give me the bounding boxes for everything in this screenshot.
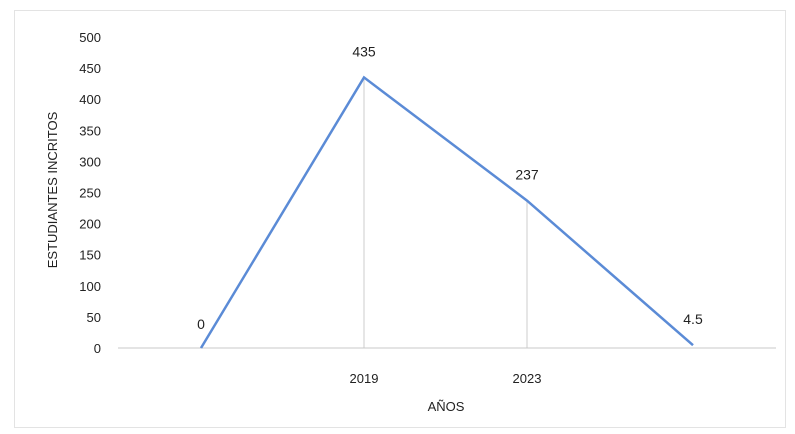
y-tick-label: 500 — [79, 30, 101, 45]
y-tick-label: 200 — [79, 217, 101, 232]
data-label: 4.5 — [683, 311, 703, 327]
y-tick-label: 50 — [87, 310, 101, 325]
y-tick-label: 100 — [79, 279, 101, 294]
y-tick-label: 150 — [79, 248, 101, 263]
data-labels: 0 435 237 4.5 — [197, 43, 703, 332]
y-tick-label: 350 — [79, 123, 101, 138]
grid-layer — [363, 77, 528, 348]
x-tick-label: 2023 — [513, 371, 542, 386]
y-tick-labels: 0 50 100 150 200 250 300 350 400 450 500 — [79, 30, 101, 356]
x-tick-label: 2019 — [350, 371, 379, 386]
y-axis-title: ESTUDIANTES INCRITOS — [45, 111, 60, 268]
y-tick-label: 250 — [79, 186, 101, 201]
x-tick-labels: 2019 2023 — [350, 371, 542, 386]
y-tick-label: 450 — [79, 61, 101, 76]
chart-frame — [14, 10, 786, 428]
data-label: 0 — [197, 316, 205, 332]
data-label: 435 — [352, 43, 376, 59]
y-tick-label: 400 — [79, 92, 101, 107]
y-tick-label: 300 — [79, 154, 101, 169]
series-line — [199, 75, 694, 349]
y-tick-label: 0 — [94, 341, 101, 356]
data-label: 237 — [515, 167, 539, 183]
series-layer — [199, 75, 694, 349]
x-axis-title: AÑOS — [428, 399, 465, 414]
